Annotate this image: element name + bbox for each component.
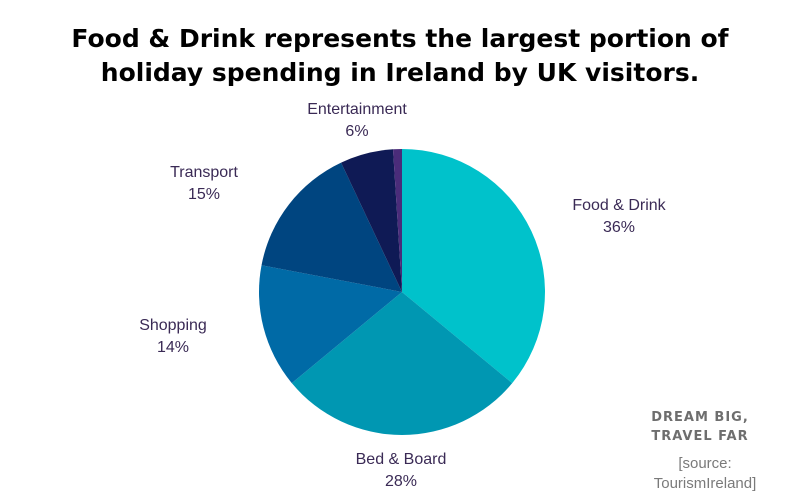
brand-line-1: DREAM BIG,	[651, 410, 749, 425]
chart-title-line-1: Food & Drink represents the largest port…	[71, 24, 729, 53]
pie-slice-shopping	[258, 265, 402, 384]
slice-label-food-drink: Food & Drink 36%	[572, 195, 665, 239]
source-line-1: [source:	[678, 455, 732, 472]
slice-name-shopping: Shopping	[139, 317, 207, 334]
chart-title-line-2: holiday spending in Ireland by UK visito…	[100, 58, 700, 87]
slice-value-entertainment: 6%	[345, 123, 369, 140]
source-note: [source: TourismIreland]	[654, 454, 757, 494]
slice-value-food-drink: 36%	[602, 219, 636, 236]
pie-slices	[258, 148, 545, 435]
slice-value-bed-board: 28%	[384, 473, 418, 490]
slice-value-shopping: 14%	[156, 339, 190, 356]
slice-value-transport: 15%	[187, 186, 221, 203]
pie-slice-bed-board	[291, 292, 513, 435]
slice-name-bed-board: Bed & Board	[355, 451, 447, 468]
pie-slice-entertainment	[341, 149, 402, 292]
slice-label-transport: Transport 15%	[170, 162, 238, 206]
slice-label-bed-board: Bed & Board 28%	[356, 449, 447, 493]
pie-slice-food-drink	[402, 149, 545, 384]
slice-name-transport: Transport	[170, 164, 238, 181]
pie-slice-transport	[261, 162, 402, 292]
slice-label-shopping: Shopping 14%	[139, 315, 207, 359]
pie-slice-other-5	[393, 148, 402, 292]
brand-line-2: TRAVEL FAR	[651, 429, 749, 444]
slice-label-entertainment: Entertainment 6%	[307, 99, 407, 143]
brand-logo-text: DREAM BIG, TRAVEL FAR	[651, 408, 749, 446]
slice-name-food-drink: Food & Drink	[572, 197, 666, 214]
slice-name-entertainment: Entertainment	[307, 101, 407, 118]
source-line-2: TourismIreland]	[653, 475, 757, 492]
chart-title: Food & Drink represents the largest port…	[0, 22, 800, 90]
